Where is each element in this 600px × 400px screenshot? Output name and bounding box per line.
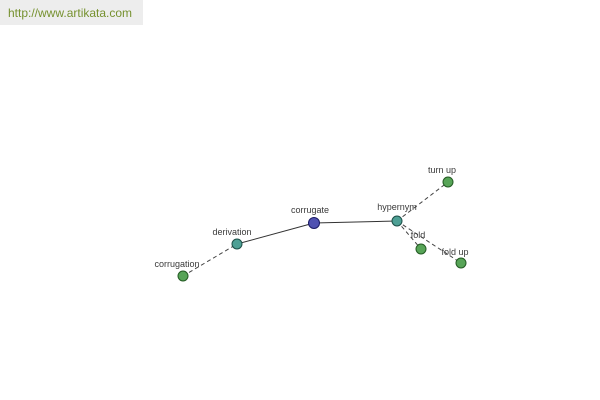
node-turn-up[interactable] xyxy=(442,176,454,188)
edge-derivation-corrugate xyxy=(236,222,315,245)
node-hypernym[interactable] xyxy=(391,215,403,227)
node-fold[interactable] xyxy=(415,243,427,255)
node-label-hypernym[interactable]: hypernym xyxy=(377,202,417,212)
node-label-turn-up[interactable]: turn up xyxy=(428,165,456,175)
node-corrugation[interactable] xyxy=(177,270,189,282)
node-label-corrugate[interactable]: corrugate xyxy=(291,205,329,215)
node-derivation[interactable] xyxy=(231,238,243,250)
edge-corrugate-hypernym xyxy=(313,220,398,224)
edge-hypernym-fold xyxy=(396,220,422,250)
edge-corrugation-derivation xyxy=(182,243,238,277)
url-text: http://www.artikata.com xyxy=(8,5,133,20)
edge-hypernym-fold-up xyxy=(396,220,462,264)
node-label-fold-up[interactable]: fold up xyxy=(441,247,468,257)
url-bar: http://www.artikata.com xyxy=(0,0,143,25)
node-corrugate[interactable] xyxy=(308,217,320,229)
node-label-corrugation[interactable]: corrugation xyxy=(154,259,199,269)
node-label-fold[interactable]: fold xyxy=(411,230,426,240)
edge-hypernym-turn-up xyxy=(396,181,449,222)
node-label-derivation[interactable]: derivation xyxy=(212,227,251,237)
node-fold-up[interactable] xyxy=(455,257,467,269)
